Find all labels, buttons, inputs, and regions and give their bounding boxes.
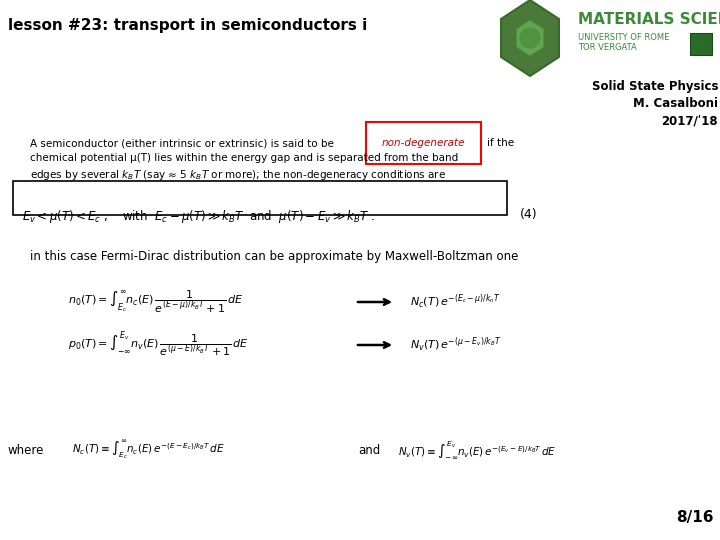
Text: chemical potential μ(T) lies within the energy gap and is separated from the ban: chemical potential μ(T) lies within the … — [30, 153, 458, 163]
Text: TOR VERGATA: TOR VERGATA — [578, 43, 636, 52]
FancyBboxPatch shape — [690, 33, 712, 55]
Text: $E_v < \mu(T) < E_c$ ,    with  $E_c - \mu(T) \gg k_BT$  and  $\mu(T) - E_v \gg : $E_v < \mu(T) < E_c$ , with $E_c - \mu(T… — [22, 208, 375, 225]
Polygon shape — [516, 20, 544, 56]
Text: $N_v(T)\, e^{-(\mu-E_v)/k_BT}$: $N_v(T)\, e^{-(\mu-E_v)/k_BT}$ — [410, 336, 502, 354]
FancyBboxPatch shape — [13, 181, 507, 215]
Text: $N_v(T) \equiv \int_{-\infty}^{E_v} n_v(E)\, e^{-(E_v-E)/k_BT}\, dE$: $N_v(T) \equiv \int_{-\infty}^{E_v} n_v(… — [398, 439, 557, 461]
Text: $p_0(T) = \int_{-\infty}^{E_v} n_v(E)\, \dfrac{1}{e^{(\mu-E)/k_BT}+1}\, dE$: $p_0(T) = \int_{-\infty}^{E_v} n_v(E)\, … — [68, 330, 249, 360]
Text: M. Casalboni: M. Casalboni — [633, 97, 718, 110]
Text: edges by several $k_BT$ (say ≈ 5 $k_BT$ or more); the non-degeneracy conditions : edges by several $k_BT$ (say ≈ 5 $k_BT$ … — [30, 168, 446, 182]
Text: non-degenerate: non-degenerate — [382, 138, 466, 148]
Text: $N_c(T) \equiv \int_{E_c}^{\infty} n_c(E)\, e^{-(E-E_c)/k_BT}\, dE$: $N_c(T) \equiv \int_{E_c}^{\infty} n_c(E… — [72, 438, 225, 462]
Polygon shape — [501, 0, 559, 76]
Text: (4): (4) — [520, 208, 538, 221]
Text: $n_0(T) = \int_{E_c}^{\infty} n_c(E)\, \dfrac{1}{e^{(E-\mu)/k_BT}+1}\, dE$: $n_0(T) = \int_{E_c}^{\infty} n_c(E)\, \… — [68, 289, 244, 315]
Text: MATERIALS SCIENCE: MATERIALS SCIENCE — [578, 12, 720, 27]
Text: where: where — [8, 443, 45, 456]
Text: in this case Fermi-Dirac distribution can be approximate by Maxwell-Boltzman one: in this case Fermi-Dirac distribution ca… — [30, 250, 518, 263]
Text: lesson #23: transport in semiconductors i: lesson #23: transport in semiconductors … — [8, 18, 367, 33]
Text: Solid State Physics: Solid State Physics — [592, 80, 718, 93]
Text: if the: if the — [487, 138, 514, 148]
Text: 8/16: 8/16 — [677, 510, 714, 525]
Text: UNIVERSITY OF ROME: UNIVERSITY OF ROME — [578, 33, 670, 42]
Text: $N_c(T)\, e^{-(E_c-\mu)/k_nT}$: $N_c(T)\, e^{-(E_c-\mu)/k_nT}$ — [410, 293, 501, 311]
Circle shape — [520, 28, 540, 48]
Text: 2017/ʹ18: 2017/ʹ18 — [662, 114, 718, 127]
Text: A semiconductor (either intrinsic or extrinsic) is said to be: A semiconductor (either intrinsic or ext… — [30, 138, 334, 148]
Text: and: and — [358, 443, 380, 456]
